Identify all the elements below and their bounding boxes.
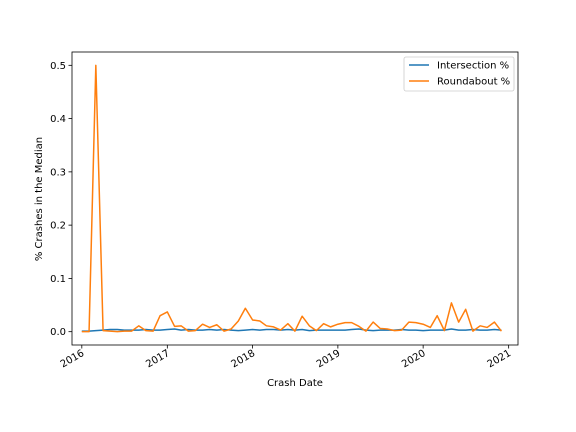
x-axis-label: Crash Date bbox=[267, 378, 323, 389]
plot-area bbox=[71, 51, 519, 346]
y-tick-label: 0.1 bbox=[50, 274, 66, 285]
y-tick-label: 0.4 bbox=[50, 114, 66, 125]
x-axis: 2016 2017 2018 2019 2020 2021 bbox=[59, 345, 513, 370]
series-line-roundabout bbox=[81, 64, 503, 333]
legend: Intersection % Roundabout % bbox=[403, 56, 515, 92]
legend-label-intersection: Intersection % bbox=[437, 61, 509, 72]
series-layer bbox=[81, 64, 503, 333]
legend-label-roundabout: Roundabout % bbox=[437, 77, 510, 88]
y-tick-label: 0.2 bbox=[50, 221, 66, 232]
legend-box bbox=[403, 56, 515, 92]
y-tick-label: 0.5 bbox=[50, 61, 66, 72]
y-axis-label: % Crashes in the Median bbox=[34, 137, 45, 261]
y-tick-label: 0.3 bbox=[50, 167, 66, 178]
y-axis: 0.0 0.1 0.2 0.3 0.4 0.5 bbox=[50, 61, 72, 338]
y-tick-label: 0.0 bbox=[50, 327, 66, 338]
series-line-intersection bbox=[81, 328, 502, 332]
axes-frame bbox=[71, 51, 519, 346]
